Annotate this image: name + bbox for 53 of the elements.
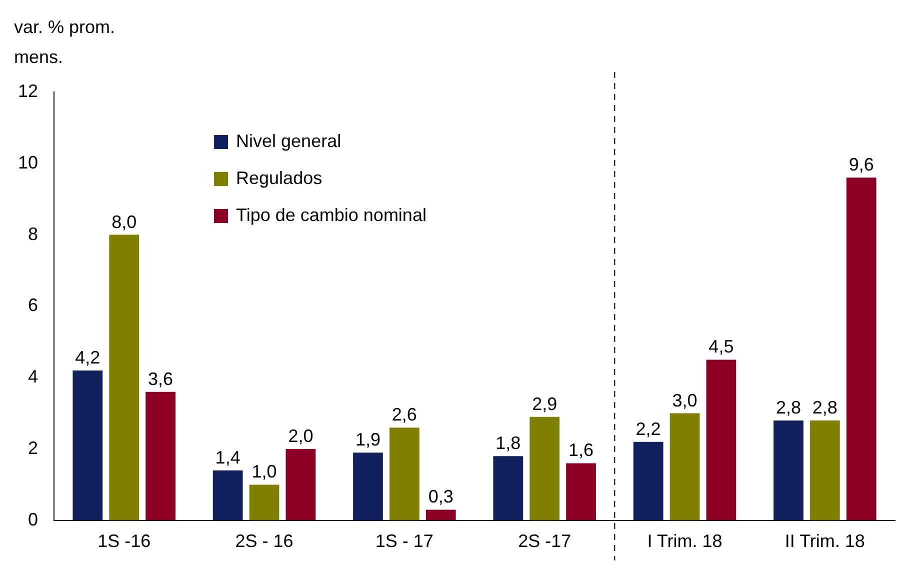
bar xyxy=(146,392,176,520)
bar xyxy=(810,420,840,520)
data-label: 3,6 xyxy=(148,368,174,389)
bar xyxy=(426,510,456,520)
data-label: 1,8 xyxy=(496,433,521,454)
bar xyxy=(633,442,664,520)
legend-label: Regulados xyxy=(236,168,322,188)
y-tick-label: 12 xyxy=(18,80,38,101)
data-label: 0,3 xyxy=(428,486,454,507)
data-label: 3,0 xyxy=(672,390,698,410)
data-label: 2,8 xyxy=(776,397,801,418)
data-label: 1,6 xyxy=(568,440,594,460)
data-label: 2,6 xyxy=(392,404,417,425)
x-tick-label: 2S -17 xyxy=(518,531,572,552)
bar xyxy=(212,470,243,520)
data-label: 2,0 xyxy=(288,426,314,446)
data-label: 1,0 xyxy=(252,462,277,482)
x-tick-label: 1S -16 xyxy=(98,531,151,552)
bar xyxy=(706,360,736,520)
data-label: 4,2 xyxy=(75,347,100,368)
data-label: 1,9 xyxy=(355,430,380,450)
y-tick-label: 0 xyxy=(28,509,38,530)
y-tick-label: 6 xyxy=(28,295,38,316)
y-tick-label: 4 xyxy=(28,366,38,387)
bar xyxy=(389,428,420,520)
bar xyxy=(670,413,700,520)
data-label: 4,5 xyxy=(708,336,734,357)
x-tick-label: 1S - 17 xyxy=(375,531,434,552)
bar xyxy=(493,456,524,520)
data-label: 9,6 xyxy=(848,154,874,175)
bar xyxy=(72,370,103,520)
data-label: 2,8 xyxy=(812,397,838,418)
bar xyxy=(353,452,383,520)
y-tick-label: 8 xyxy=(28,224,38,244)
legend-label: Nivel general xyxy=(236,130,342,151)
data-label: 2,2 xyxy=(636,418,661,439)
bar xyxy=(249,484,280,520)
data-label: 8,0 xyxy=(112,212,137,232)
bar xyxy=(774,420,804,520)
x-tick-label: II Trim. 18 xyxy=(784,531,865,552)
x-tick-label: 2S - 16 xyxy=(235,531,294,552)
data-label: 1,4 xyxy=(215,447,240,468)
bar xyxy=(109,234,140,520)
bar xyxy=(286,449,316,520)
x-tick-label: I Trim. 18 xyxy=(647,531,722,552)
bar xyxy=(566,463,596,520)
bar xyxy=(530,416,560,520)
y-axis-title: var. % prom. mens. xyxy=(14,16,116,69)
legend-label: Tipo de cambio nominal xyxy=(236,204,426,225)
bar xyxy=(846,178,876,520)
y-tick-label: 2 xyxy=(28,438,38,458)
y-tick-label: 10 xyxy=(18,152,38,172)
data-label: 2,9 xyxy=(532,394,558,414)
